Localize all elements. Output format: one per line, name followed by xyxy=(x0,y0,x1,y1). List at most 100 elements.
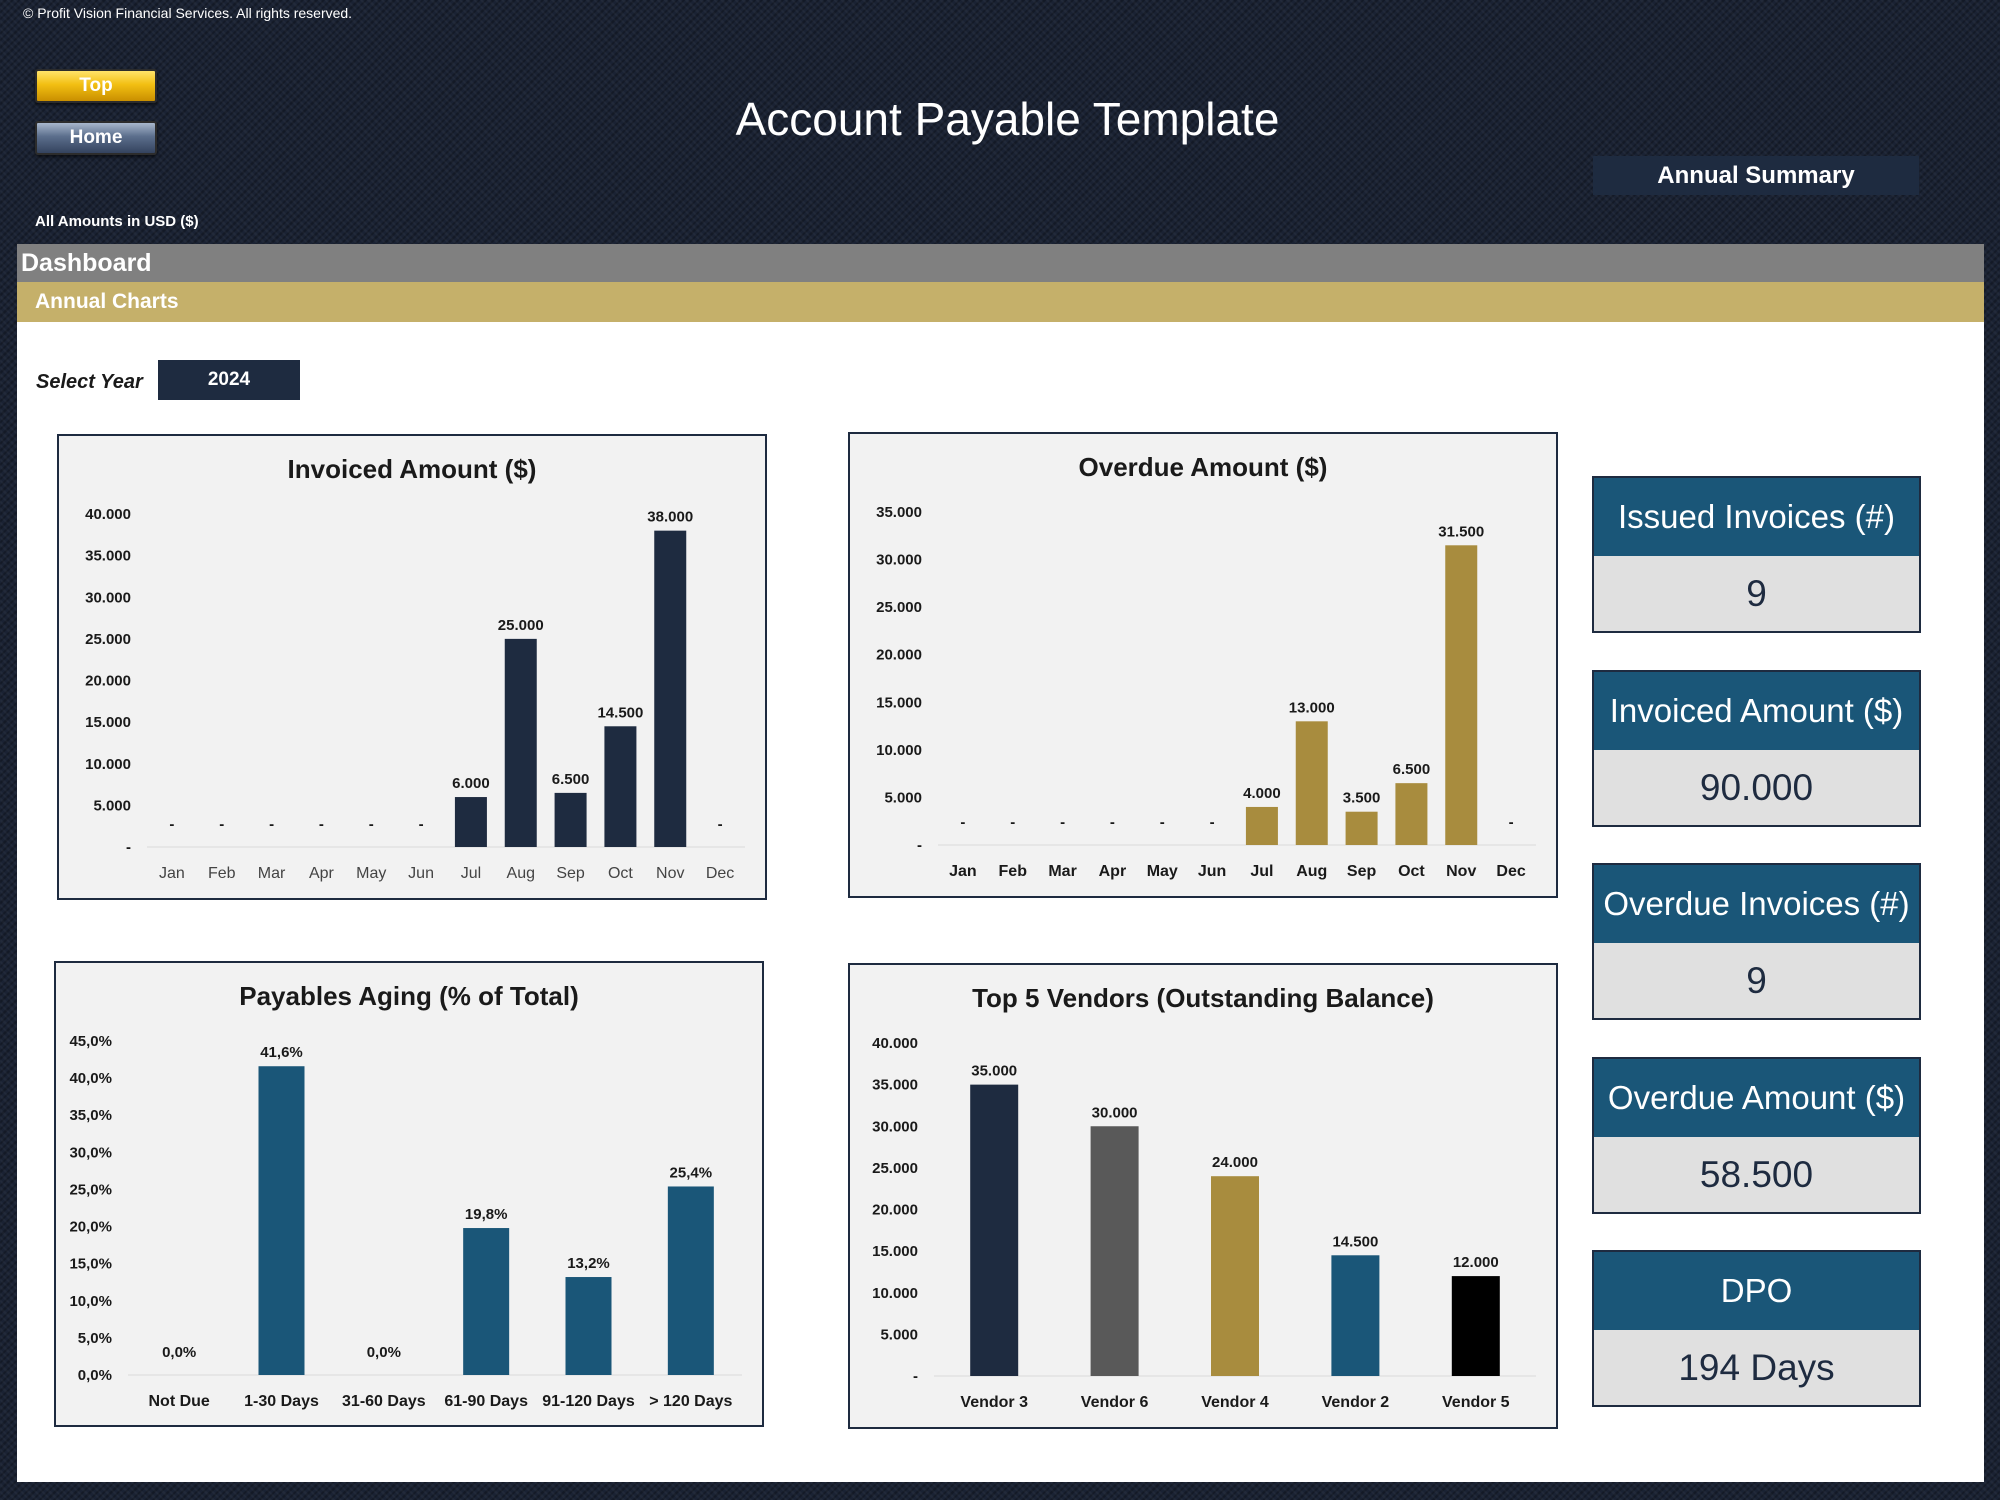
data-label: - xyxy=(169,816,174,833)
data-label: 14.500 xyxy=(1332,1233,1378,1250)
x-tick-label: Sep xyxy=(1347,863,1377,880)
x-tick-label: Jul xyxy=(1250,863,1273,880)
chart-title: Payables Aging (% of Total) xyxy=(239,981,578,1011)
x-tick-label: May xyxy=(356,865,386,882)
kpi-label: DPO xyxy=(1594,1252,1919,1330)
data-label: - xyxy=(1060,814,1065,831)
data-label: - xyxy=(718,816,723,833)
x-tick-label: Not Due xyxy=(149,1393,210,1410)
y-tick-label: 30.000 xyxy=(85,589,131,606)
top-button[interactable]: Top xyxy=(35,69,157,103)
x-tick-label: Apr xyxy=(309,865,335,882)
kpi-dpo: DPO 194 Days xyxy=(1592,1250,1921,1407)
invoiced-amount-chart: Invoiced Amount ($) - 5.000 10.000 15.000 20.… xyxy=(57,434,767,900)
y-tick-label: 35.000 xyxy=(85,548,131,565)
x-tick-label: Jul xyxy=(461,865,481,882)
x-tick-label: Vendor 2 xyxy=(1322,1394,1390,1411)
y-tick-label: 20.000 xyxy=(876,647,922,664)
kpi-overdue-amount: Overdue Amount ($) 58.500 xyxy=(1592,1057,1921,1214)
data-label: 38.000 xyxy=(647,509,693,526)
x-tick-label: Jun xyxy=(1198,863,1226,880)
section-header-dashboard: Dashboard xyxy=(17,244,1984,282)
bar xyxy=(1211,1176,1259,1376)
y-tick-label: 40,0% xyxy=(69,1070,112,1087)
data-label: 6.000 xyxy=(452,775,490,792)
bar xyxy=(554,792,587,847)
y-tick-label: 15.000 xyxy=(85,714,131,731)
y-tick-label: 40.000 xyxy=(872,1035,918,1052)
y-tick-label: 20,0% xyxy=(69,1219,112,1236)
y-tick-label: 10.000 xyxy=(876,742,922,759)
y-tick-label: 10,0% xyxy=(69,1293,112,1310)
kpi-issued-invoices: Issued Invoices (#) 9 xyxy=(1592,476,1921,633)
bar xyxy=(1345,811,1378,845)
data-label: - xyxy=(1509,814,1514,831)
bar xyxy=(1445,545,1478,845)
x-tick-label: Dec xyxy=(706,865,734,882)
bar xyxy=(1395,783,1428,845)
x-tick-label: Vendor 4 xyxy=(1201,1394,1269,1411)
y-tick-label: 10.000 xyxy=(85,756,131,773)
x-tick-label: 31-60 Days xyxy=(342,1393,426,1410)
kpi-value: 58.500 xyxy=(1699,1154,1814,1195)
x-tick-label: Jan xyxy=(159,865,185,882)
data-label: 25.000 xyxy=(498,617,544,634)
x-tick-label: Apr xyxy=(1099,863,1127,880)
bar xyxy=(1451,1276,1500,1376)
copyright-text: © Profit Vision Financial Services. All … xyxy=(23,5,353,21)
data-label: 13,2% xyxy=(567,1255,610,1272)
data-label: - xyxy=(369,816,374,833)
x-tick-label: Feb xyxy=(208,865,236,882)
annual-summary-title: Annual Summary xyxy=(1593,156,1919,195)
data-label: - xyxy=(1110,814,1115,831)
y-tick-label: 20.000 xyxy=(85,673,131,690)
kpi-label: Invoiced Amount ($) xyxy=(1594,672,1919,750)
select-year-label: Select Year xyxy=(36,371,143,393)
y-tick-label: 15,0% xyxy=(69,1256,112,1273)
data-label: - xyxy=(960,814,965,831)
x-tick-label: Dec xyxy=(1496,863,1525,880)
currency-note: All Amounts in USD ($) xyxy=(35,213,199,230)
data-label: 41,6% xyxy=(260,1044,303,1061)
top-vendors-chart: Top 5 Vendors (Outstanding Balance) - 5.00… xyxy=(848,963,1558,1429)
y-tick-label: 20.000 xyxy=(872,1202,918,1219)
data-label: - xyxy=(1160,814,1165,831)
y-tick-label: 5.000 xyxy=(93,797,131,814)
payables-aging-chart: Payables Aging (% of Total) 0,0% 5,0% 10,0%… xyxy=(54,961,764,1427)
x-tick-label: 1-30 Days xyxy=(244,1393,319,1410)
y-tick-label: 25.000 xyxy=(876,599,922,616)
data-label: - xyxy=(319,816,324,833)
bar xyxy=(454,797,487,847)
y-tick-label: 15.000 xyxy=(876,694,922,711)
data-label: - xyxy=(219,816,224,833)
home-button[interactable]: Home xyxy=(35,121,157,155)
y-tick-label: 10.000 xyxy=(872,1285,918,1302)
subsection-header-annual-charts: Annual Charts xyxy=(17,282,1984,322)
y-tick-label: 30,0% xyxy=(69,1144,112,1161)
x-tick-label: Mar xyxy=(258,865,286,882)
data-label: 31.500 xyxy=(1438,523,1484,540)
y-tick-label: 30.000 xyxy=(876,552,922,569)
y-tick-label: 25.000 xyxy=(85,631,131,648)
data-label: 30.000 xyxy=(1092,1104,1138,1121)
kpi-label: Issued Invoices (#) xyxy=(1594,478,1919,556)
bar xyxy=(604,726,637,847)
y-tick-label: - xyxy=(913,1368,918,1385)
data-label: 13.000 xyxy=(1289,699,1335,716)
chart-title: Invoiced Amount ($) xyxy=(288,454,537,484)
x-tick-label: Jan xyxy=(949,863,977,880)
bar xyxy=(463,1228,510,1375)
data-label: 0,0% xyxy=(162,1344,196,1361)
data-label: 6.500 xyxy=(552,771,590,788)
chart-title: Top 5 Vendors (Outstanding Balance) xyxy=(972,983,1434,1013)
data-label: - xyxy=(419,816,424,833)
data-label: - xyxy=(1210,814,1215,831)
x-tick-label: Oct xyxy=(608,865,633,882)
kpi-value: 9 xyxy=(1746,960,1767,1001)
year-selector[interactable]: 2024 xyxy=(158,360,300,400)
x-tick-label: Nov xyxy=(656,865,684,882)
bar xyxy=(667,1186,714,1375)
data-label: 4.000 xyxy=(1243,785,1281,802)
y-tick-label: 35.000 xyxy=(872,1077,918,1094)
bar xyxy=(565,1277,612,1375)
